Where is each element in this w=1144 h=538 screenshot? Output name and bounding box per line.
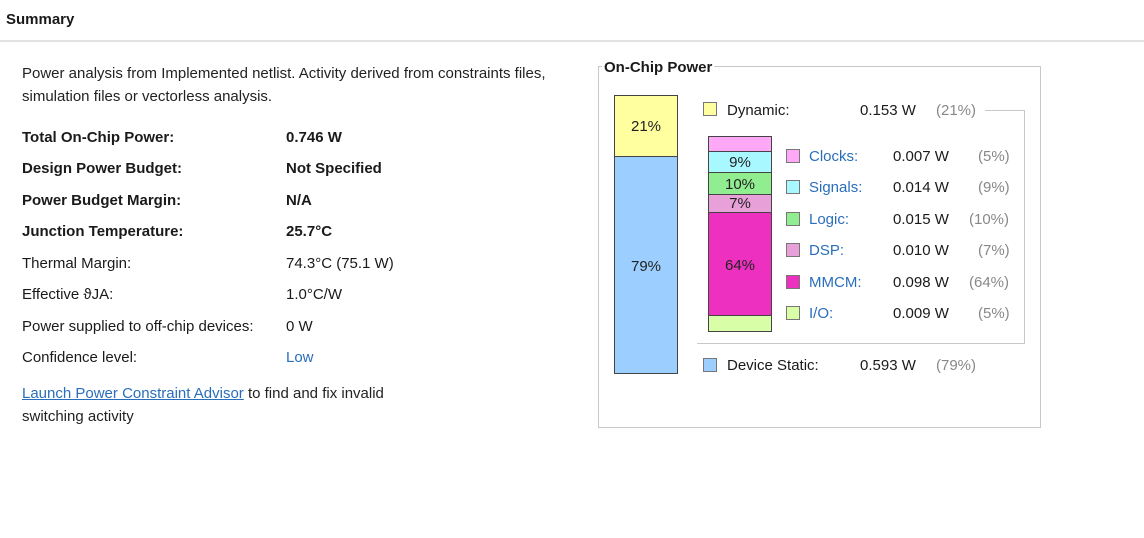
io-swatch — [786, 306, 800, 320]
summary-description: Power analysis from Implemented netlist.… — [22, 65, 546, 105]
bar-dynamic-label: 21% — [630, 118, 662, 135]
io-link[interactable]: I/O: — [809, 305, 834, 322]
advisor-note: Launch Power Constraint Advisor to find … — [22, 382, 402, 428]
total-power-label: Total On-Chip Power: — [22, 129, 175, 146]
logic-link[interactable]: Logic: — [809, 211, 850, 228]
static-value: 0.593 W — [860, 357, 916, 374]
bar-static-segment: 79% — [614, 156, 678, 374]
dsp-pct: (7%) — [978, 242, 1010, 259]
budget-margin-value: N/A — [286, 192, 312, 209]
junction-temp-value: 25.7°C — [286, 223, 333, 240]
logic-pct: (10%) — [969, 211, 1010, 228]
summary-header: Summary — [0, 0, 1144, 42]
dyn-bar-mmcm-label: 64% — [724, 257, 756, 274]
clocks-value: 0.007 W — [893, 148, 949, 165]
thermal-margin-label: Thermal Margin: — [22, 255, 132, 272]
page-title: Summary — [6, 11, 75, 28]
mmcm-value: 0.098 W — [893, 274, 949, 291]
total-power-value: 0.746 W — [286, 129, 342, 146]
power-constraint-advisor-link[interactable]: Launch Power Constraint Advisor — [22, 385, 244, 402]
mmcm-pct: (64%) — [969, 274, 1010, 291]
dyn-bar-dsp-label: 7% — [729, 195, 751, 212]
junction-temp-label: Junction Temperature: — [22, 223, 184, 240]
offchip-power-label: Power supplied to off-chip devices: — [22, 318, 254, 335]
dynamic-swatch — [703, 102, 717, 116]
dynamic-bracket-line — [985, 110, 1025, 111]
signals-swatch — [786, 180, 800, 194]
offchip-power-value: 0 W — [286, 318, 313, 335]
signals-value: 0.014 W — [893, 179, 949, 196]
clocks-swatch — [786, 149, 800, 163]
power-budget-label: Design Power Budget: — [22, 160, 183, 177]
static-pct: (79%) — [936, 357, 977, 374]
bar-dynamic-segment: 21% — [614, 95, 678, 157]
dsp-link[interactable]: DSP: — [809, 242, 845, 259]
signals-pct: (9%) — [978, 179, 1010, 196]
confidence-level-link[interactable]: Low — [286, 349, 314, 366]
bar-static-label: 79% — [630, 258, 662, 275]
dsp-value: 0.010 W — [893, 242, 949, 259]
signals-link[interactable]: Signals: — [809, 179, 863, 196]
confidence-label: Confidence level: — [22, 349, 138, 366]
thermal-margin-value: 74.3°C (75.1 W) — [286, 255, 394, 272]
budget-margin-label: Power Budget Margin: — [22, 192, 182, 209]
dyn-bar-dsp: 7% — [708, 194, 772, 213]
dyn-bar-mmcm: 64% — [708, 212, 772, 316]
dyn-bar-io — [708, 315, 772, 332]
dynamic-name: Dynamic: — [727, 102, 790, 119]
dynamic-breakdown-box — [697, 110, 1025, 344]
clocks-pct: (5%) — [978, 148, 1010, 165]
onchip-power-title: On-Chip Power — [602, 59, 715, 76]
mmcm-link[interactable]: MMCM: — [809, 274, 862, 291]
effective-theta-label: Effective ϑJA: — [22, 286, 114, 303]
io-value: 0.009 W — [893, 305, 949, 322]
dyn-bar-signals-label: 9% — [729, 154, 751, 171]
static-name: Device Static: — [727, 357, 819, 374]
logic-swatch — [786, 212, 800, 226]
dynamic-value: 0.153 W — [860, 102, 916, 119]
dsp-swatch — [786, 243, 800, 257]
dynamic-pct: (21%) — [936, 102, 977, 119]
static-swatch — [703, 358, 717, 372]
onchip-power-panel — [598, 66, 1041, 428]
dyn-bar-logic-label: 10% — [724, 176, 756, 193]
clocks-link[interactable]: Clocks: — [809, 148, 859, 165]
logic-value: 0.015 W — [893, 211, 949, 228]
io-pct: (5%) — [978, 305, 1010, 322]
advisor-text: to find and fix invalid switching activi… — [22, 385, 384, 425]
effective-theta-value: 1.0°C/W — [286, 286, 343, 303]
mmcm-swatch — [786, 275, 800, 289]
power-budget-value: Not Specified — [286, 160, 382, 177]
